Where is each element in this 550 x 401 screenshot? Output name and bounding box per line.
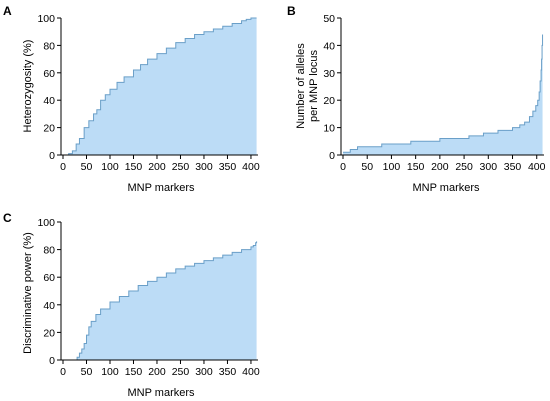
- panel-b-letter: B: [287, 4, 296, 18]
- panel-b-x-tick-label: 350: [504, 161, 522, 173]
- panel-a: A Heterozygosity (%) MNP markers 0 50 100 1…: [3, 4, 260, 194]
- panel-c-y-tick-label: 60: [43, 272, 55, 284]
- panel-b-x-tick-label: 150: [407, 161, 425, 173]
- panel-b-ylabel-line-1: Number of alleles: [295, 43, 307, 129]
- panel-a-y-tick-label: 40: [43, 95, 55, 107]
- panel-c-curve: [76, 241, 258, 361]
- panel-b-y-tick-label: 50: [323, 13, 335, 25]
- panel-c-x-tick-label: 400: [242, 366, 260, 378]
- panel-c-area: [76, 241, 257, 360]
- panel-a-x-tick-label: 300: [195, 161, 213, 173]
- panel-a-x-tick-label: 350: [219, 161, 237, 173]
- panel-a-ylabel: Heterozygosity (%): [22, 40, 34, 133]
- panel-c-y-tick-label: 80: [43, 245, 55, 257]
- panel-c-y-tick-label: 100: [37, 217, 55, 229]
- panel-b-y-tick-label: 20: [323, 95, 335, 107]
- panel-c-x-tick-label: 350: [219, 366, 237, 378]
- panel-c-ylabel: Discriminative power (%): [22, 232, 34, 354]
- panel-c-x-tick-label: 0: [60, 366, 66, 378]
- panel-b-x-tick-label: 100: [383, 161, 401, 173]
- panel-c: C Discriminative power (%) MNP markers 0…: [3, 211, 260, 399]
- panel-c-y-tick-label: 20: [43, 327, 55, 339]
- panel-a-y-tick-label: 60: [43, 68, 55, 80]
- panel-a-y-tick-label: 80: [43, 40, 55, 52]
- panel-b-x-tick-label: 250: [455, 161, 473, 173]
- panel-b-area: [343, 34, 543, 155]
- panel-a-x-tick-label: 0: [60, 161, 66, 173]
- panel-a-x-tick-label: 400: [242, 161, 260, 173]
- panel-c-y-tick-label: 40: [43, 300, 55, 312]
- panel-a-x-tick-label: 50: [81, 161, 93, 173]
- panel-a-letter: A: [3, 4, 12, 18]
- panel-a-x-tick-label: 100: [101, 161, 119, 173]
- panel-c-x-tick-label: 250: [172, 366, 190, 378]
- panel-b-curve: [343, 34, 544, 153]
- panel-a-x-tick-label: 150: [125, 161, 143, 173]
- panel-c-x-tick-label: 50: [81, 366, 93, 378]
- panel-a-y-tick-label: 20: [43, 123, 55, 135]
- panel-c-x-tick-label: 300: [195, 366, 213, 378]
- panel-a-area: [63, 18, 257, 155]
- panel-c-letter: C: [3, 211, 12, 225]
- panel-c-y-tick-label: 0: [49, 355, 55, 367]
- panel-c-x-tick-label: 150: [125, 366, 143, 378]
- panel-b-y-tick-label: 0: [329, 150, 335, 162]
- panel-b-y-tick-label: 30: [323, 68, 335, 80]
- panel-b-x-tick-label: 300: [480, 161, 498, 173]
- panel-b-x-tick-label: 400: [528, 161, 546, 173]
- panel-b-y-tick-label: 40: [323, 40, 335, 52]
- panel-b: B Number of alleles per MNP locus MNP ma…: [287, 4, 546, 194]
- panel-a-x-tick-label: 200: [148, 161, 166, 173]
- panel-b-x-tick-label: 0: [340, 161, 346, 173]
- panel-c-x-tick-label: 200: [148, 366, 166, 378]
- panel-b-xlabel: MNP markers: [412, 182, 480, 194]
- panel-a-xlabel: MNP markers: [127, 182, 195, 194]
- panel-b-ylabel-line-2: per MNP locus: [308, 50, 320, 122]
- panel-b-x-tick-label: 200: [431, 161, 449, 173]
- panel-a-x-tick-label: 250: [172, 161, 190, 173]
- panel-b-y-tick-label: 10: [323, 123, 335, 135]
- panel-b-x-tick-label: 50: [361, 161, 373, 173]
- panel-a-y-tick-label: 100: [37, 13, 55, 25]
- panel-c-x-tick-label: 100: [101, 366, 119, 378]
- panel-c-xlabel: MNP markers: [127, 387, 195, 399]
- panel-a-y-tick-label: 0: [49, 150, 55, 162]
- panel-a-curve: [63, 17, 257, 156]
